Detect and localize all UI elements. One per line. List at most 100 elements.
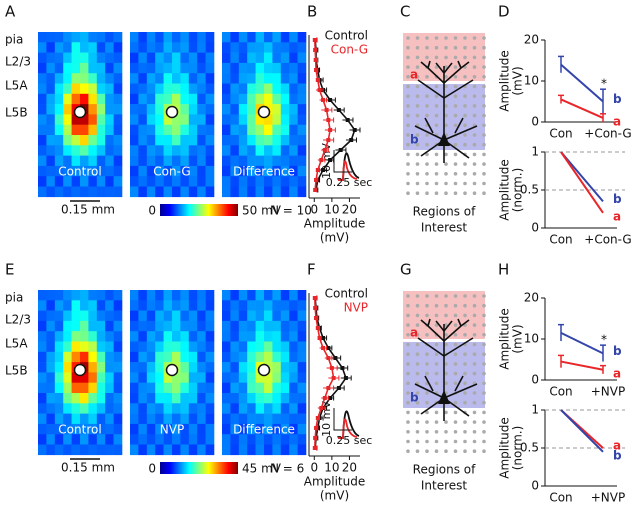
x-tick-label: 10 <box>324 203 339 217</box>
heatmap-cell <box>105 413 114 425</box>
heatmap-cell <box>113 52 123 64</box>
grid-dot <box>406 294 410 298</box>
heatmap-cell <box>80 351 89 363</box>
grid-dot <box>472 439 477 444</box>
heatmap-cell <box>155 32 164 43</box>
heatmap-cell <box>188 351 198 363</box>
heatmap-cell <box>63 135 72 146</box>
heatmap-cell <box>289 372 298 383</box>
heatmap-cell <box>264 186 273 198</box>
heatmap-cell <box>222 320 231 332</box>
heatmap-cell <box>46 165 56 177</box>
heatmap-cell <box>188 73 198 84</box>
heatmap-cell <box>38 155 47 167</box>
heatmap-cell <box>113 444 123 456</box>
grid-dot <box>415 420 420 424</box>
heatmap-cell <box>88 382 98 394</box>
heatmap-cell <box>172 320 181 332</box>
grid-dot <box>463 123 467 128</box>
heatmap-cell <box>96 331 106 342</box>
heatmap-cell <box>146 434 156 445</box>
grid-dot <box>453 123 458 128</box>
grid-dot <box>425 94 429 98</box>
heatmap-cell <box>155 393 164 404</box>
heatmap-cell <box>46 104 56 115</box>
heatmap-cell <box>247 104 256 115</box>
heatmap-cell <box>138 42 148 53</box>
point <box>322 396 327 400</box>
grid-dot <box>482 65 486 69</box>
grid-dot <box>444 342 448 347</box>
heatmap-cell <box>197 104 206 115</box>
grid-dot <box>463 294 467 298</box>
y-tick-label: 0 <box>531 221 539 235</box>
grid-dot <box>463 45 467 50</box>
grid-dot <box>425 55 429 60</box>
grid-dot <box>434 303 439 308</box>
grid-dot <box>472 391 477 395</box>
grid-dot <box>444 191 448 195</box>
heatmap-cell <box>88 52 98 64</box>
neuron-branch <box>435 320 445 332</box>
heatmap-cell <box>289 341 298 353</box>
heatmap-cell <box>138 290 148 301</box>
heatmap-cell <box>113 413 123 425</box>
colorbar-min: 0 <box>148 204 156 218</box>
heatmap-cell <box>46 145 56 156</box>
heatmap-cell <box>71 62 81 74</box>
heatmap-cell <box>230 362 240 373</box>
heatmap-cell <box>46 124 56 136</box>
grid-dot <box>415 410 420 415</box>
grid-dot <box>406 181 410 186</box>
heatmap-cell <box>188 444 198 456</box>
heatmap-cell <box>280 444 290 456</box>
heatmap-cell <box>255 93 265 105</box>
grid-dot <box>472 342 477 347</box>
heatmap-cell <box>71 135 81 146</box>
heatmap-cell <box>230 331 240 342</box>
heatmap-cell <box>54 413 64 425</box>
heatmap-cell <box>280 73 290 84</box>
grid-dot <box>434 449 439 454</box>
heatmap-cell <box>138 331 148 342</box>
heatmap-cell <box>63 423 72 435</box>
heatmap-cell <box>38 42 47 53</box>
heatmap-cell <box>105 62 114 74</box>
grid-dot <box>406 65 410 69</box>
heatmap-cell <box>96 393 106 404</box>
heatmap-cell <box>297 155 307 167</box>
y-tick-label: 0 <box>531 115 539 129</box>
heatmap-cell <box>80 290 89 301</box>
heatmap-cell <box>188 434 198 445</box>
heatmap-cell <box>230 52 240 64</box>
heatmap-cell <box>146 93 156 105</box>
layer-label: L5B <box>5 364 28 378</box>
heatmap-cell <box>146 372 156 383</box>
x-tick-label: Con <box>549 127 572 141</box>
heatmap-cell <box>138 403 148 414</box>
heatmap-cell <box>230 413 240 425</box>
heatmap-cell <box>54 403 64 414</box>
heatmap-cell <box>222 114 231 125</box>
heatmap-cell <box>222 434 231 445</box>
heatmap-cell <box>247 393 256 404</box>
point <box>329 366 334 370</box>
heatmap-cell <box>180 393 190 404</box>
y-tick-label: 20 <box>524 291 539 305</box>
heatmap-cell <box>38 310 47 322</box>
grid-dot <box>463 142 467 147</box>
heatmap-cell <box>297 42 307 53</box>
heatmap-cell <box>230 310 240 322</box>
heatmap-cell <box>146 393 156 404</box>
heatmap-cell <box>71 444 81 456</box>
heatmap-cell <box>46 310 56 322</box>
heatmap-cell <box>163 310 173 322</box>
heatmap-cell <box>280 145 290 156</box>
chart: 0 10 20 Amplitude (mV) Con +Con-G ba * <box>498 33 632 141</box>
point <box>333 356 338 360</box>
heatmap-cell <box>155 403 164 414</box>
heatmap-cell <box>113 351 123 363</box>
heatmap-cell <box>130 135 139 146</box>
heatmap-cell <box>38 73 47 84</box>
heatmap-cell <box>163 93 173 105</box>
